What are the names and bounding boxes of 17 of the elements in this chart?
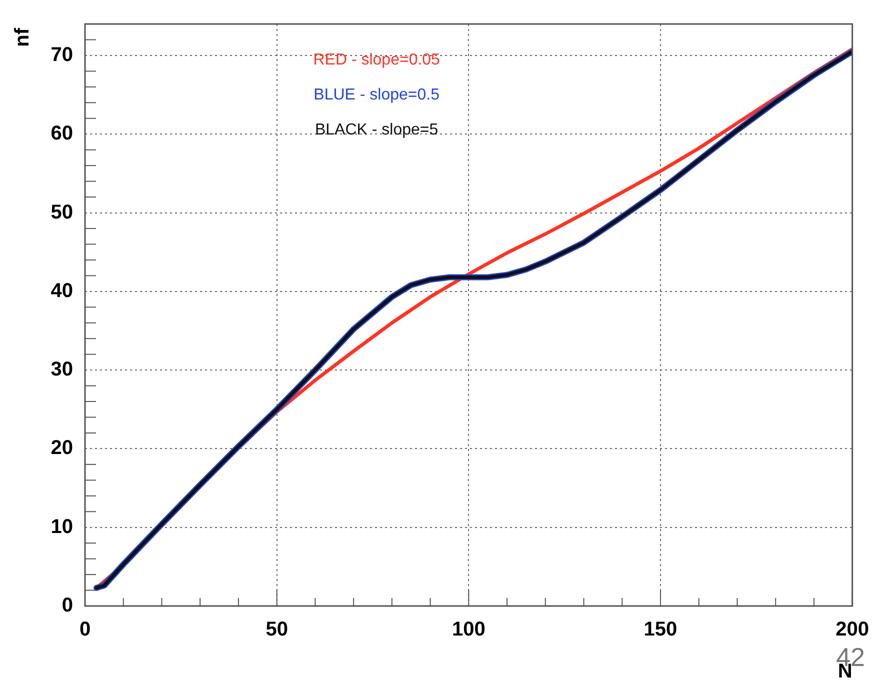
text: BLUE - slope=0.5	[314, 86, 440, 104]
y-tick-label: 40	[50, 280, 73, 302]
x-tick-label: 50	[266, 618, 288, 641]
text: BLACK - slope=5	[314, 121, 438, 138]
y-axis-title: nf	[12, 28, 34, 47]
y-tick-label: 10	[50, 516, 73, 538]
y-tick-label: 60	[50, 122, 73, 145]
y-tick-label: 70	[50, 44, 73, 66]
y-tick-label: 50	[50, 201, 73, 224]
y-tick-label: 30	[50, 358, 73, 381]
y-tick-label: 0	[62, 594, 73, 617]
text: RED - slope=0.05	[313, 51, 440, 68]
x-tick-label: 100	[452, 618, 486, 641]
x-tick-label: 150	[644, 618, 678, 641]
x-tick-label: 0	[79, 618, 91, 641]
x-tick-label: 200	[836, 618, 870, 641]
y-tick-label: 20	[50, 437, 73, 460]
